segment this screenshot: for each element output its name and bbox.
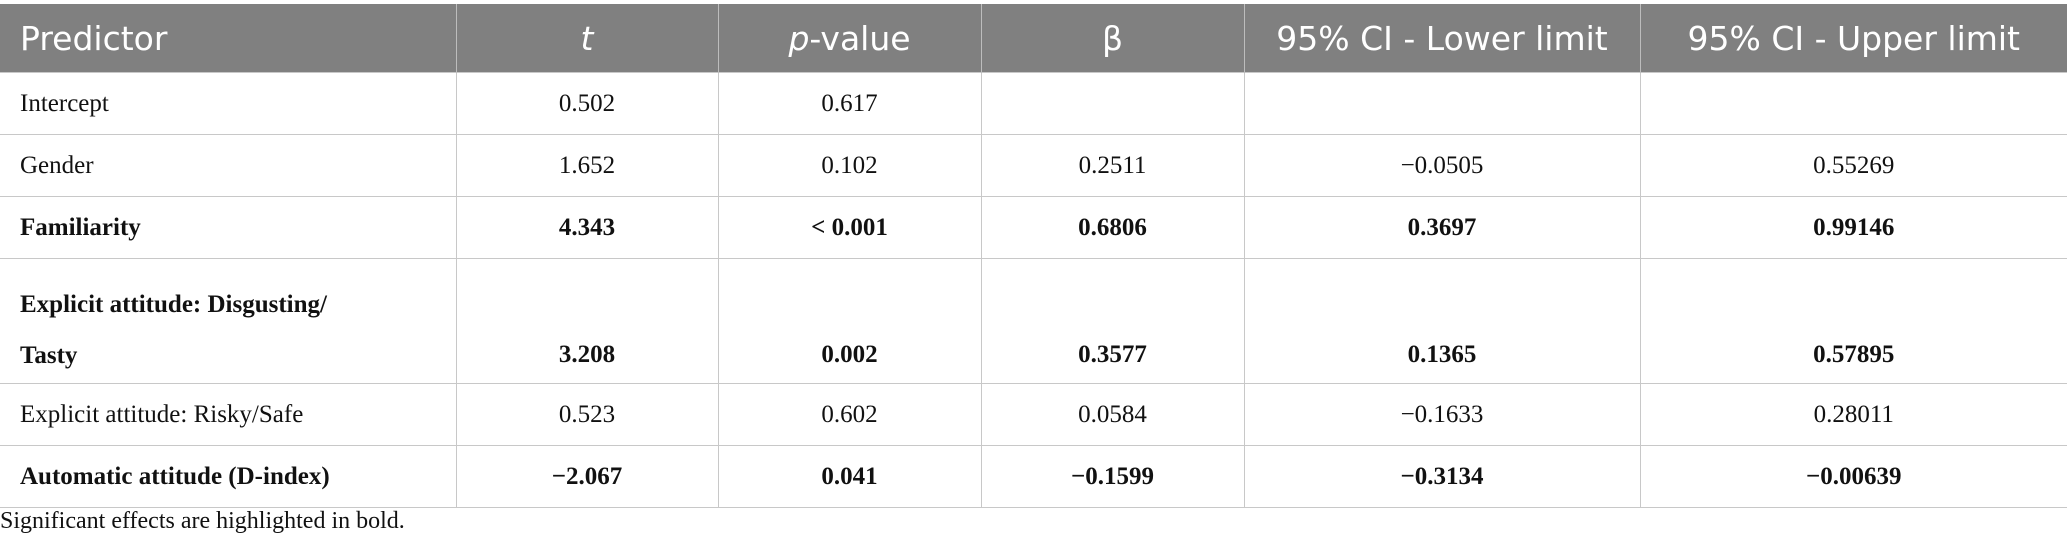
header-cell: 95% CI - Lower limit [1243,4,1640,73]
table-row: Explicit attitude: Risky/Safe 0.523 0.602 0… [0,383,2067,446]
table-cell [980,72,1245,135]
table-cell: < 0.001 [717,196,982,259]
table-cell: 0.602 [717,383,982,446]
table-cell: Intercept [0,72,457,135]
results-table: Predictor t p-value β 95% CI - Lower lim… [0,4,2067,508]
table-cell: 3.208 [455,258,719,384]
table-cell: Gender [0,134,457,197]
header-cell: p-value [717,4,981,73]
header-text: p [788,18,810,58]
header-cell: Predictor [0,4,456,73]
table-cell: −0.00639 [1639,445,2067,508]
table-row: Explicit attitude: Disgusting/ Tasty 3.20… [0,258,2067,384]
table-cell: 0.3577 [980,258,1245,384]
table-cell: 0.55269 [1639,134,2067,197]
table-cell: 4.343 [455,196,719,259]
header-text: -value [809,18,911,58]
table-cell: 0.3697 [1243,196,1641,259]
table-cell: 0.523 [455,383,719,446]
header-cell: t [455,4,718,73]
table-cell: 0.617 [717,72,982,135]
table-cell: −0.0505 [1243,134,1641,197]
table-cell: −0.3134 [1243,445,1641,508]
table-row: Intercept 0.502 0.617 [0,72,2067,135]
table-cell: 0.102 [717,134,982,197]
table-cell: Explicit attitude: Disgusting/ Tasty [0,258,457,384]
table-cell: 0.002 [717,258,982,384]
table-cell: 0.57895 [1639,258,2067,384]
footnote: Significant effects are highlighted in b… [0,508,405,534]
table-cell: 0.041 [717,445,982,508]
table-cell: 0.2511 [980,134,1245,197]
table-cell: Familiarity [0,196,457,259]
table-cell: 1.652 [455,134,719,197]
header-row: Predictor t p-value β 95% CI - Lower lim… [0,4,2067,73]
table-cell: Explicit attitude: Risky/Safe [0,383,457,446]
table-cell: −0.1599 [980,445,1245,508]
table-cell: −2.067 [455,445,719,508]
table-cell: 0.0584 [980,383,1245,446]
table-cell: 0.6806 [980,196,1245,259]
table-cell: −0.1633 [1243,383,1641,446]
table-row: Automatic attitude (D-index) −2.067 0.041−… [0,445,2067,508]
header-cell: β [980,4,1244,73]
table-cell [1639,72,2067,135]
table-cell: Automatic attitude (D-index) [0,445,457,508]
table-row: Familiarity 4.343 < 0.001 0.6806 0.3697 0.991… [0,196,2067,259]
table-cell [1243,72,1641,135]
header-cell: 95% CI - Upper limit [1639,4,2067,73]
table-cell: 0.99146 [1639,196,2067,259]
table-row: Gender 1.652 0.102 0.2511 −0.0505 0.55269 [0,134,2067,197]
table-cell: 0.28011 [1639,383,2067,446]
table-cell: 0.502 [455,72,719,135]
table-body: Intercept 0.502 0.617 Gender 1.652 0.102 0.251… [0,72,2067,508]
table-cell: 0.1365 [1243,258,1641,384]
